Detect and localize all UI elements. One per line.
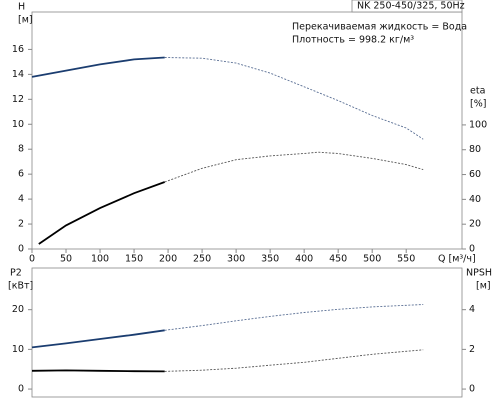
axis-label: [%] xyxy=(470,99,486,110)
curve xyxy=(164,151,424,183)
curve xyxy=(164,57,424,140)
y2-tick-label: 80 xyxy=(469,144,481,155)
curve xyxy=(31,56,165,78)
x-tick-label: 400 xyxy=(295,254,313,265)
y-tick-label: 14 xyxy=(12,69,24,80)
y2-tick-label: 0 xyxy=(469,244,475,255)
x-tick-label: 350 xyxy=(261,254,279,265)
axis-label: NPSH xyxy=(466,268,492,279)
x-tick-label: 50 xyxy=(60,254,72,265)
y2-tick-label: 4 xyxy=(469,304,475,315)
header-box xyxy=(351,0,463,13)
x-tick-label: 450 xyxy=(329,254,347,265)
y2-tick-label: 0 xyxy=(469,384,475,395)
plot-frame xyxy=(31,11,463,250)
curve xyxy=(164,349,424,372)
y-tick-label: 12 xyxy=(12,94,24,105)
y-tick-label: 10 xyxy=(12,344,24,355)
y2-tick-label: 40 xyxy=(469,194,481,205)
y2-tick-label: 60 xyxy=(469,169,481,180)
x-tick-label: 100 xyxy=(91,254,109,265)
axis-label: H xyxy=(18,2,25,13)
annotation: Плотность = 998.2 кг/м³ xyxy=(292,35,414,46)
axis-label: [м] xyxy=(476,281,491,292)
chart-title: NK 250-450/325, 50Hz xyxy=(357,1,465,12)
y-tick-label: 0 xyxy=(18,244,24,255)
y-tick-label: 0 xyxy=(18,384,24,395)
y-tick-label: 10 xyxy=(12,119,24,130)
curve xyxy=(31,369,165,373)
x-tick-label: 550 xyxy=(397,254,415,265)
y2-tick-label: 20 xyxy=(469,219,481,230)
y-tick-label: 16 xyxy=(12,44,24,55)
y-tick-label: 6 xyxy=(18,169,24,180)
y-tick-label: 8 xyxy=(18,144,24,155)
axis-label: eta xyxy=(470,86,485,97)
y2-tick-label: 100 xyxy=(469,119,487,130)
curve xyxy=(38,181,166,245)
axis-label: Q [м³/ч] xyxy=(438,254,476,265)
curve xyxy=(31,329,165,349)
x-tick-label: 150 xyxy=(125,254,143,265)
x-tick-label: 250 xyxy=(193,254,211,265)
annotation: Перекачиваемая жидкость = Вода xyxy=(292,22,467,33)
plot-frame xyxy=(31,267,463,398)
y-tick-label: 20 xyxy=(12,304,24,315)
x-tick-label: 300 xyxy=(227,254,245,265)
axis-label: P2 xyxy=(10,268,22,279)
x-tick-label: 200 xyxy=(159,254,177,265)
x-tick-label: 0 xyxy=(29,254,35,265)
axis-label: [кВт] xyxy=(8,281,33,292)
curve xyxy=(164,304,424,331)
y-tick-label: 4 xyxy=(18,194,24,205)
x-tick-label: 500 xyxy=(363,254,381,265)
y-tick-label: 2 xyxy=(18,219,24,230)
axis-label: [м] xyxy=(18,15,33,26)
y2-tick-label: 2 xyxy=(469,344,475,355)
